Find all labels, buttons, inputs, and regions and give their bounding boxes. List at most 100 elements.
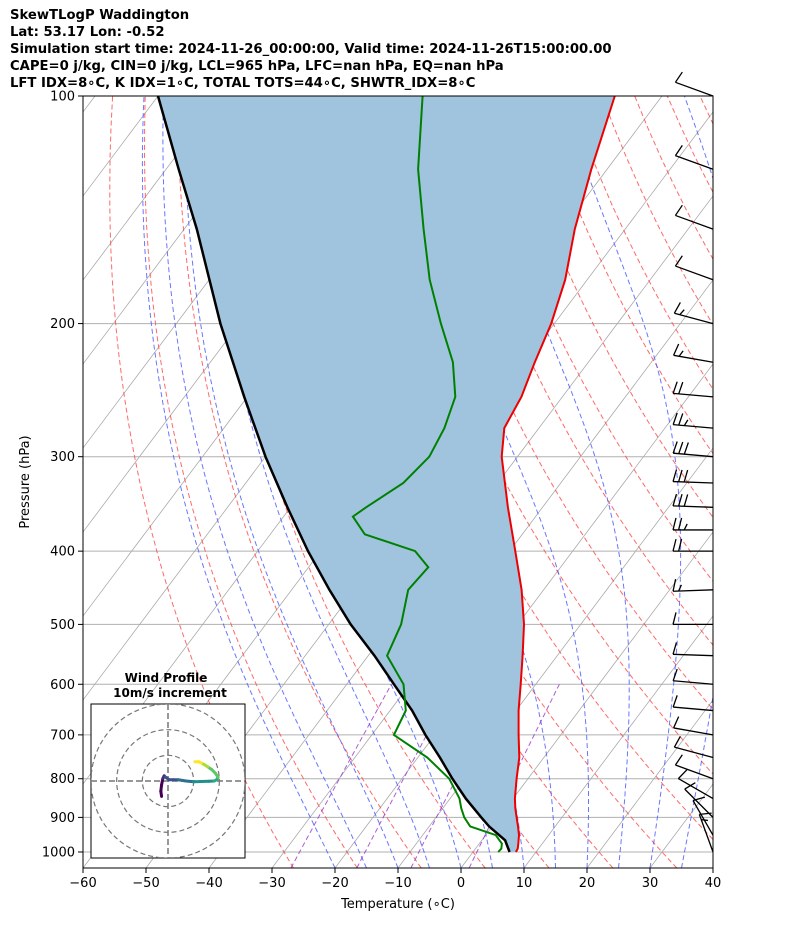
x-axis-label: Temperature (∘C) bbox=[340, 897, 455, 912]
parcel-profile-line bbox=[156, 96, 511, 853]
wind-barb-flag bbox=[677, 469, 683, 482]
wind-barb-shaft bbox=[675, 214, 714, 230]
y-tick-label: 700 bbox=[50, 728, 75, 743]
wind-barb-flag bbox=[677, 494, 683, 507]
wind-barb-shaft bbox=[673, 452, 714, 458]
wind-barb-flag bbox=[683, 442, 689, 455]
wind-barb bbox=[672, 538, 713, 552]
wind-barb-flag bbox=[684, 782, 696, 790]
wind-barb-flag bbox=[674, 754, 683, 766]
wind-barb-flag bbox=[683, 523, 688, 531]
y-tick-label: 200 bbox=[50, 317, 75, 332]
wind-barb-shaft bbox=[673, 589, 714, 592]
wind-barb bbox=[672, 381, 714, 398]
wind-barb-flag bbox=[673, 343, 680, 356]
wind-barb-flag bbox=[699, 812, 712, 816]
wind-barb-shaft bbox=[673, 354, 714, 363]
wind-barb bbox=[674, 754, 714, 780]
chart-header: SkewTLogP Waddington Lat: 53.17 Lon: -0.… bbox=[10, 7, 612, 92]
isotherm-line bbox=[271, 279, 713, 868]
wind-barb-shaft bbox=[675, 764, 714, 780]
x-tick-label: 20 bbox=[579, 876, 596, 891]
dry-adiabat bbox=[503, 96, 713, 519]
wind-barb bbox=[672, 493, 714, 508]
wind-barb-flag bbox=[674, 71, 683, 83]
wind-barb-shaft bbox=[673, 653, 714, 657]
wind-barb bbox=[674, 204, 714, 230]
x-tick-label: −60 bbox=[69, 876, 96, 891]
hodograph-subtitle: 10m/s increment bbox=[113, 686, 227, 700]
wind-barb bbox=[674, 255, 714, 281]
dry-adiabat bbox=[634, 96, 713, 261]
wind-barb-flag bbox=[677, 538, 683, 552]
y-tick-label: 500 bbox=[50, 618, 75, 633]
wind-barb bbox=[684, 782, 714, 818]
dry-adiabat bbox=[733, 96, 794, 868]
y-tick-label: 800 bbox=[50, 772, 75, 787]
wind-barb-flag bbox=[692, 796, 706, 802]
wind-barb-shaft bbox=[673, 727, 714, 736]
wind-barb-flag bbox=[672, 642, 678, 655]
wind-barbs bbox=[672, 71, 714, 853]
isotherm-line bbox=[460, 531, 713, 868]
x-tick-label: −10 bbox=[384, 876, 411, 891]
wind-barb-flag bbox=[673, 716, 680, 729]
wind-barb-flag bbox=[683, 494, 689, 507]
wind-barb bbox=[672, 517, 713, 531]
isotherm-line bbox=[776, 96, 794, 868]
time-line: Simulation start time: 2024-11-26_00:00:… bbox=[10, 42, 612, 57]
cape-shading bbox=[158, 96, 615, 852]
wind-barb-flag bbox=[672, 412, 678, 425]
wind-barb-flag bbox=[672, 381, 678, 394]
wind-barb-flag bbox=[672, 668, 678, 681]
wind-barb-flag bbox=[674, 255, 683, 267]
wind-barb bbox=[698, 812, 714, 853]
wind-barb-flag bbox=[701, 819, 708, 822]
mixing-ratio-line bbox=[290, 684, 392, 868]
isotherm-line bbox=[83, 96, 222, 281]
wind-barb bbox=[692, 796, 714, 836]
wind-barb-flag bbox=[677, 769, 688, 780]
wind-barb-flag bbox=[672, 517, 677, 531]
wind-barb-flag bbox=[678, 441, 684, 454]
isotherm-line bbox=[523, 615, 713, 868]
y-tick-label: 600 bbox=[50, 678, 75, 693]
wind-barb bbox=[672, 412, 714, 429]
y-tick-label: 300 bbox=[50, 450, 75, 465]
wind-barb-flag bbox=[683, 419, 689, 426]
wind-barb-flag bbox=[677, 517, 683, 531]
x-tick-label: 40 bbox=[705, 876, 722, 891]
wind-barb-shaft bbox=[684, 788, 714, 818]
x-tick-label: 0 bbox=[457, 876, 465, 891]
wind-barb-shaft bbox=[675, 154, 714, 170]
moist-adiabat bbox=[162, 96, 367, 868]
wind-barb-flag bbox=[679, 309, 685, 316]
wind-barb bbox=[672, 578, 714, 592]
wind-barb bbox=[673, 736, 714, 759]
axis-ticks: −60 −50 −40 −30 −20 −10 0 10 20 30 40 100 200 300 400 5… bbox=[42, 90, 721, 892]
wind-barb bbox=[672, 642, 714, 657]
wind-barb bbox=[672, 695, 714, 712]
y-tick-label: 1000 bbox=[42, 845, 75, 860]
wind-barb-shaft bbox=[674, 312, 714, 325]
isotherm-line bbox=[586, 699, 713, 868]
moist-adiabat bbox=[141, 96, 336, 868]
wind-barb-flag bbox=[674, 144, 683, 156]
wind-barb-flag bbox=[672, 578, 677, 592]
wind-barb-shaft bbox=[675, 265, 714, 281]
y-tick-label: 400 bbox=[50, 545, 75, 560]
dry-adiabat bbox=[699, 96, 713, 126]
wind-barb-flag bbox=[678, 350, 684, 357]
wind-barb bbox=[674, 71, 714, 97]
moist-adiabat bbox=[183, 96, 399, 868]
wind-barb-shaft bbox=[692, 800, 714, 836]
x-tick-label: −20 bbox=[321, 876, 348, 891]
wind-barb bbox=[673, 302, 714, 325]
y-axis-label: Pressure (hPa) bbox=[18, 435, 33, 528]
wind-barb-flag bbox=[678, 584, 683, 592]
wind-barb-shaft bbox=[673, 423, 714, 429]
wind-barb-flag bbox=[672, 441, 678, 454]
wind-barb-flag bbox=[673, 302, 681, 314]
cape-line: CAPE=0 j/kg, CIN=0 j/kg, LCL=965 hPa, LF… bbox=[10, 59, 504, 74]
